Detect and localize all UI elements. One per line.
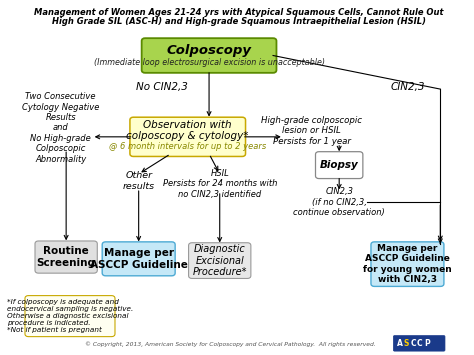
Text: High Grade SIL (ASC-H) and High-grade Squamous Intraepithelial Lesion (HSIL): High Grade SIL (ASC-H) and High-grade Sq… (52, 17, 426, 26)
Text: HSIL
Persists for 24 months with
no CIN2,3 identified: HSIL Persists for 24 months with no CIN2… (163, 169, 277, 199)
Text: Manage per
ASCCP Guideline: Manage per ASCCP Guideline (90, 248, 188, 270)
Text: A: A (397, 339, 403, 348)
Text: Routine
Screening: Routine Screening (36, 246, 96, 268)
FancyBboxPatch shape (371, 242, 444, 286)
FancyBboxPatch shape (316, 152, 363, 179)
Text: Manage per
ASCCP Guideline
for young women
with CIN2,3: Manage per ASCCP Guideline for young wom… (363, 244, 452, 284)
Text: No CIN2,3: No CIN2,3 (136, 82, 188, 92)
Text: (Immediate loop electrosurgical excision is unacceptable): (Immediate loop electrosurgical excision… (93, 58, 325, 67)
Text: Other
results: Other results (123, 171, 155, 191)
Text: S: S (404, 339, 409, 348)
Text: Management of Women Ages 21-24 yrs with Atypical Squamous Cells, Cannot Rule Out: Management of Women Ages 21-24 yrs with … (34, 7, 444, 17)
Text: Observation with
colposcopy & cytology*: Observation with colposcopy & cytology* (127, 120, 249, 141)
Text: C: C (417, 339, 423, 348)
Text: © Copyright, 2013, American Society for Colposcopy and Cervical Pathology.  All : © Copyright, 2013, American Society for … (85, 342, 376, 347)
FancyBboxPatch shape (102, 242, 175, 276)
Text: Diagnostic
Excisional
Procedure*: Diagnostic Excisional Procedure* (192, 244, 247, 277)
FancyBboxPatch shape (35, 241, 97, 273)
Text: *If colposcopy is adequate and
endocervical sampling is negative.
Otherwise a di: *If colposcopy is adequate and endocervi… (7, 299, 133, 333)
FancyBboxPatch shape (189, 243, 251, 278)
Text: CIN2,3: CIN2,3 (390, 82, 425, 92)
Text: Colposcopy: Colposcopy (166, 44, 252, 58)
Text: High-grade colposcopic
lesion or HSIL
Persists for 1 year: High-grade colposcopic lesion or HSIL Pe… (261, 116, 362, 146)
Text: Two Consecutive
Cytology Negative
Results
and
No High-grade
Colposcopic
Abnormal: Two Consecutive Cytology Negative Result… (22, 92, 99, 164)
Text: Biopsy: Biopsy (320, 160, 358, 170)
FancyBboxPatch shape (142, 38, 276, 73)
Text: C: C (410, 339, 416, 348)
FancyBboxPatch shape (393, 335, 445, 351)
FancyBboxPatch shape (25, 296, 115, 337)
Text: CIN2,3
(if no CIN2,3,
continue observation): CIN2,3 (if no CIN2,3, continue observati… (293, 187, 385, 217)
FancyBboxPatch shape (130, 117, 246, 157)
Text: P: P (424, 339, 429, 348)
Text: @ 6 month intervals for up to 2 years: @ 6 month intervals for up to 2 years (109, 142, 266, 151)
